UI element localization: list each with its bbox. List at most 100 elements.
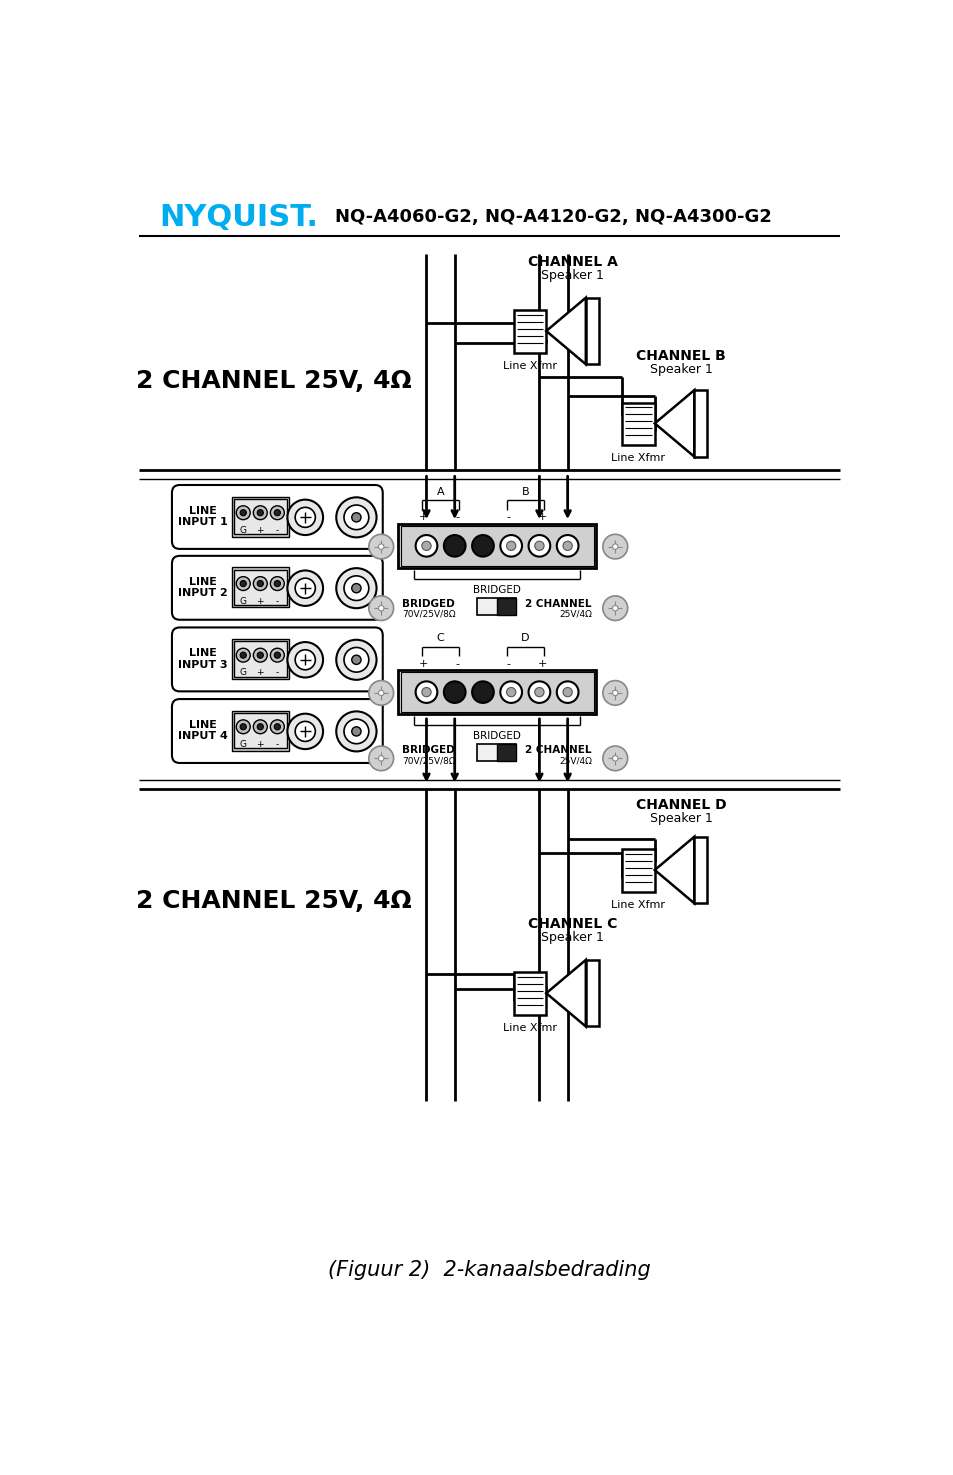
Circle shape: [240, 581, 246, 587]
Text: +: +: [418, 659, 428, 668]
Circle shape: [270, 720, 284, 733]
Circle shape: [352, 727, 360, 736]
Circle shape: [257, 581, 263, 587]
Circle shape: [294, 650, 315, 670]
Circle shape: [499, 681, 521, 704]
Circle shape: [287, 500, 323, 535]
FancyBboxPatch shape: [172, 699, 382, 763]
Text: Speaker 1: Speaker 1: [649, 811, 712, 825]
Circle shape: [602, 534, 627, 559]
Text: LINE
INPUT 2: LINE INPUT 2: [178, 577, 228, 599]
Circle shape: [294, 507, 315, 528]
Text: -: -: [455, 512, 459, 522]
Circle shape: [557, 535, 578, 556]
Bar: [233, 642, 286, 677]
Bar: [233, 712, 286, 748]
Circle shape: [257, 652, 263, 658]
Text: Line Xfmr: Line Xfmr: [502, 361, 557, 372]
Text: 70V/25V/8Ω: 70V/25V/8Ω: [402, 609, 456, 620]
Bar: [233, 569, 286, 605]
Text: +: +: [256, 597, 264, 606]
Circle shape: [253, 648, 267, 662]
Circle shape: [240, 724, 246, 730]
Circle shape: [236, 577, 250, 590]
Text: +: +: [537, 659, 546, 668]
Circle shape: [352, 584, 360, 593]
Bar: [400, 673, 593, 712]
Text: NYQUIST.: NYQUIST.: [159, 202, 318, 232]
Text: -: -: [455, 659, 459, 668]
Text: -: -: [506, 659, 510, 668]
Text: LINE
INPUT 4: LINE INPUT 4: [178, 720, 228, 742]
Circle shape: [344, 575, 369, 600]
Circle shape: [335, 497, 376, 537]
Circle shape: [562, 687, 572, 696]
Circle shape: [369, 746, 394, 770]
FancyBboxPatch shape: [172, 556, 382, 620]
Circle shape: [274, 581, 280, 587]
Text: BRIDGED: BRIDGED: [402, 599, 455, 609]
Text: G: G: [239, 740, 247, 749]
Bar: [585, 298, 598, 364]
FancyBboxPatch shape: [172, 627, 382, 692]
Text: -: -: [275, 597, 278, 606]
Bar: [476, 599, 516, 615]
Circle shape: [344, 504, 369, 530]
Circle shape: [612, 690, 618, 696]
Text: -: -: [275, 668, 278, 677]
Circle shape: [352, 513, 360, 522]
Text: (Figuur 2)  2-kanaalsbedrading: (Figuur 2) 2-kanaalsbedrading: [327, 1261, 650, 1280]
Bar: [397, 524, 596, 568]
Circle shape: [535, 687, 543, 696]
Text: G: G: [239, 527, 247, 535]
Circle shape: [270, 577, 284, 590]
Text: CHANNEL D: CHANNEL D: [635, 798, 725, 811]
Text: CHANNEL A: CHANNEL A: [527, 255, 617, 268]
Circle shape: [274, 724, 280, 730]
Text: D: D: [520, 633, 529, 643]
Circle shape: [612, 755, 618, 761]
Circle shape: [335, 640, 376, 680]
Text: 70V/25V/8Ω: 70V/25V/8Ω: [402, 757, 456, 766]
Circle shape: [612, 544, 618, 549]
Bar: [232, 711, 289, 751]
Circle shape: [240, 652, 246, 658]
Text: Speaker 1: Speaker 1: [540, 268, 603, 282]
Circle shape: [369, 534, 394, 559]
Circle shape: [287, 571, 323, 606]
Circle shape: [612, 606, 618, 611]
Circle shape: [240, 510, 246, 516]
Circle shape: [257, 510, 263, 516]
Circle shape: [294, 721, 315, 742]
Text: NQ-A4060-G2, NQ-A4120-G2, NQ-A4300-G2: NQ-A4060-G2, NQ-A4120-G2, NQ-A4300-G2: [335, 208, 771, 226]
Circle shape: [528, 681, 550, 704]
Circle shape: [416, 535, 436, 556]
Text: 25V/4Ω: 25V/4Ω: [558, 609, 592, 620]
Circle shape: [270, 648, 284, 662]
Circle shape: [344, 648, 369, 673]
Text: CHANNEL B: CHANNEL B: [636, 348, 725, 363]
Circle shape: [443, 681, 465, 704]
Circle shape: [421, 541, 431, 550]
Bar: [232, 639, 289, 678]
Circle shape: [335, 568, 376, 608]
Text: Line Xfmr: Line Xfmr: [611, 453, 665, 463]
Text: A: A: [436, 487, 444, 497]
Text: B: B: [521, 487, 529, 497]
Circle shape: [236, 720, 250, 733]
Text: +: +: [256, 740, 264, 749]
Bar: [476, 745, 516, 761]
Circle shape: [344, 720, 369, 743]
Text: -: -: [275, 527, 278, 535]
Circle shape: [378, 606, 383, 611]
Text: 2 CHANNEL 25V, 4Ω: 2 CHANNEL 25V, 4Ω: [136, 889, 412, 913]
Bar: [233, 499, 286, 534]
Text: C: C: [436, 633, 444, 643]
Text: Speaker 1: Speaker 1: [649, 363, 712, 376]
Text: +: +: [256, 668, 264, 677]
Text: LINE
INPUT 1: LINE INPUT 1: [178, 506, 228, 528]
Circle shape: [472, 681, 494, 704]
Circle shape: [472, 535, 494, 556]
Text: 2 CHANNEL 25V, 4Ω: 2 CHANNEL 25V, 4Ω: [136, 369, 412, 392]
Circle shape: [499, 535, 521, 556]
